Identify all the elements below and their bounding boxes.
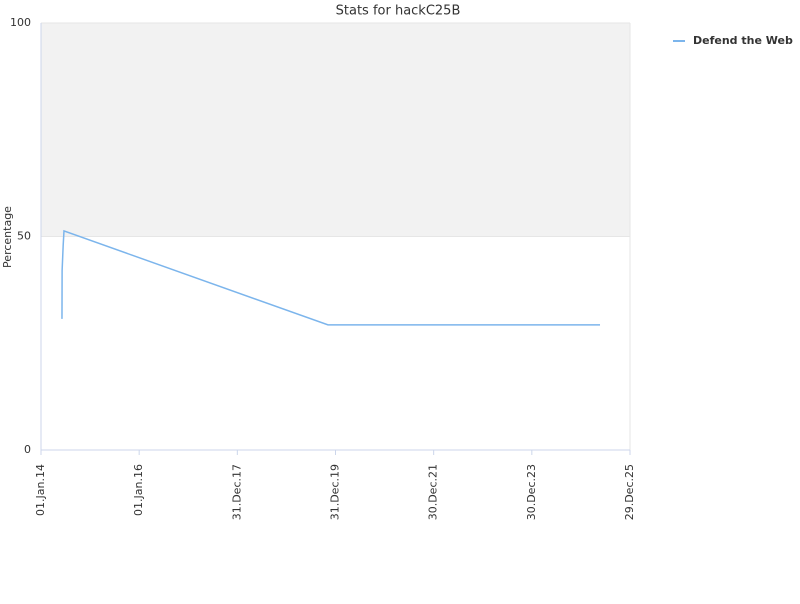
y-tick-label: 0 <box>24 443 31 456</box>
x-tick-label: 29.Dec.25 <box>623 464 636 520</box>
legend-label: Defend the Web <box>693 34 793 47</box>
plot-band <box>41 23 630 237</box>
x-tick-label: 30.Dec.23 <box>525 464 538 520</box>
x-tick-label: 01.Jan.16 <box>132 464 145 516</box>
y-tick-label: 100 <box>10 16 31 29</box>
x-tick-label: 30.Dec.21 <box>427 464 440 520</box>
x-tick-label: 31.Dec.19 <box>329 464 342 520</box>
x-tick-label: 31.Dec.17 <box>230 464 243 520</box>
y-tick-label: 50 <box>17 230 31 243</box>
chart-title: Stats for hackC25B <box>336 4 461 19</box>
y-axis-label: Percentage <box>1 206 14 268</box>
x-tick-label: 01.Jan.14 <box>34 464 47 516</box>
data-line <box>61 229 601 326</box>
